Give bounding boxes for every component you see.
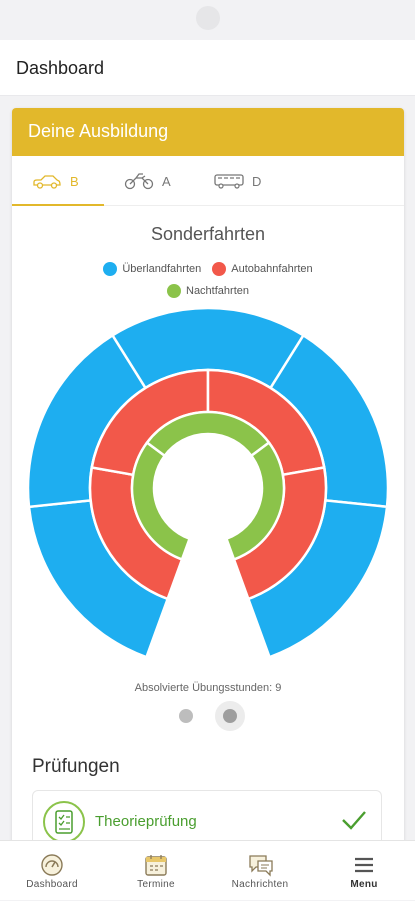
checklist-icon bbox=[43, 801, 85, 843]
nav-label: Menu bbox=[350, 879, 378, 890]
license-tabs: B A D bbox=[12, 156, 404, 206]
bus-icon bbox=[214, 174, 244, 189]
card-title: Deine Ausbildung bbox=[12, 108, 404, 156]
dashboard-icon bbox=[41, 854, 63, 876]
tab-class-a[interactable]: A bbox=[124, 156, 171, 206]
active-tab-indicator bbox=[12, 204, 104, 206]
chart-title: Sonderfahrten bbox=[150, 224, 266, 244]
tab-class-b[interactable]: B bbox=[32, 156, 79, 206]
nav-label: Termine bbox=[137, 879, 175, 890]
pruefungen-title: Prüfungen bbox=[32, 756, 120, 777]
checkmark-icon bbox=[342, 811, 366, 830]
training-card: Deine Ausbildung B A bbox=[12, 108, 404, 848]
chart-legend: Überlandfahrten Autobahnfahrten bbox=[12, 262, 404, 279]
exam-label: Theorieprüfung bbox=[95, 813, 197, 830]
nav-nachrichten[interactable]: Nachrichten bbox=[208, 841, 312, 901]
legend-item-autobahn[interactable]: Autobahnfahrten bbox=[212, 262, 313, 276]
exam-theorie[interactable]: Theorieprüfung bbox=[32, 790, 382, 848]
status-bar bbox=[0, 0, 415, 40]
pager-dot-1[interactable] bbox=[179, 709, 193, 723]
nav-dashboard[interactable]: Dashboard bbox=[0, 841, 104, 901]
legend-dot bbox=[212, 262, 227, 276]
chart-legend-row-2: Nachtfahrten bbox=[12, 284, 404, 301]
page-title: Dashboard bbox=[16, 58, 105, 78]
legend-label: Autobahnfahrten bbox=[231, 263, 313, 275]
pager-dot-2 bbox=[223, 709, 237, 723]
car-icon bbox=[33, 175, 61, 189]
app-header: Dashboard bbox=[0, 40, 415, 96]
ring-segment-3-3[interactable] bbox=[224, 440, 286, 562]
legend-label: Nachtfahrten bbox=[186, 285, 249, 297]
menu-icon bbox=[355, 857, 373, 873]
motorcycle-icon bbox=[124, 173, 154, 190]
camera-notch bbox=[196, 6, 220, 30]
nav-menu[interactable]: Menu bbox=[312, 841, 415, 901]
chat-icon bbox=[249, 855, 273, 877]
tab-class-d[interactable]: D bbox=[214, 156, 261, 206]
legend-dot bbox=[103, 262, 118, 276]
calendar-icon bbox=[145, 855, 167, 876]
nav-label: Nachrichten bbox=[231, 879, 289, 890]
tab-label: B bbox=[70, 173, 79, 189]
bottom-navigation: Dashboard Termine Nachrichten Menu bbox=[0, 840, 415, 900]
nav-termine[interactable]: Termine bbox=[104, 841, 208, 901]
legend-label: Überlandfahrten bbox=[122, 263, 202, 275]
tab-label: D bbox=[252, 173, 262, 189]
legend-item-ueberland[interactable]: Überlandfahrten bbox=[103, 262, 201, 276]
tab-label: A bbox=[162, 173, 171, 189]
legend-dot bbox=[167, 284, 181, 298]
sonderfahrten-chart bbox=[26, 308, 390, 659]
legend-item-nacht[interactable]: Nachtfahrten bbox=[167, 284, 249, 298]
nav-label: Dashboard bbox=[26, 879, 78, 890]
chart-caption: Absolvierte Übungsstunden: 9 bbox=[134, 682, 282, 694]
